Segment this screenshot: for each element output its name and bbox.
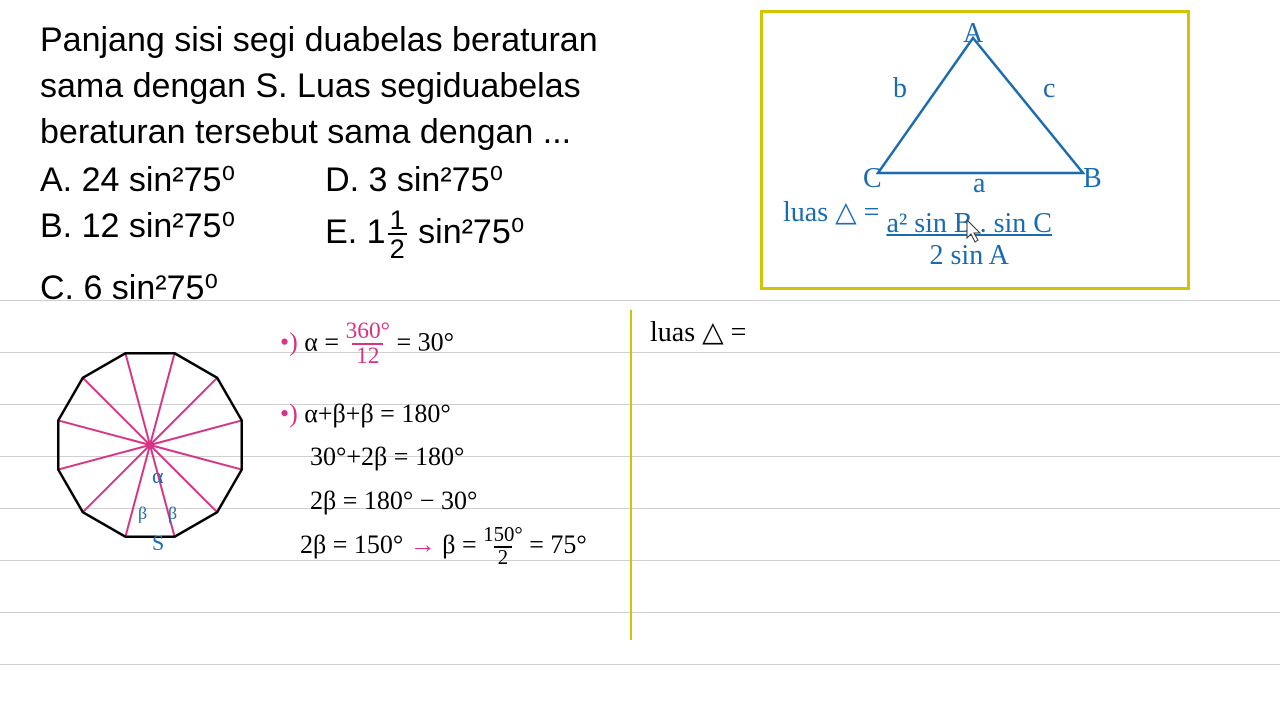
option-c: C. 6 sin²75⁰ bbox=[40, 268, 218, 308]
formula-box: A B C b c a luas △ = a² sin B . sin C 2 … bbox=[760, 10, 1190, 290]
beta-label-1: β bbox=[138, 503, 147, 524]
cursor-icon bbox=[963, 218, 985, 249]
area-formula: luas △ = a² sin B . sin C 2 sin A bbox=[783, 198, 1052, 270]
handwritten-work-alpha-beta: •) α = 360°12 = 30° •) α+β+β = 180° 30°+… bbox=[280, 320, 587, 570]
side-c: c bbox=[1043, 73, 1055, 105]
dodecagon-diagram: α β β S bbox=[40, 335, 280, 575]
dodecagon-svg bbox=[40, 335, 260, 555]
alpha-label: α bbox=[152, 463, 164, 489]
question-line: beraturan tersebut sama dengan ... bbox=[40, 110, 740, 156]
side-a: a bbox=[973, 168, 985, 200]
question-line: Panjang sisi segi duabelas beraturan bbox=[40, 18, 740, 64]
vertex-b: B bbox=[1083, 163, 1102, 195]
s-label: S bbox=[152, 530, 164, 556]
option-b: B. 12 sin²75⁰ bbox=[40, 206, 235, 262]
vertex-a: A bbox=[963, 18, 983, 50]
option-a: A. 24 sin²75⁰ bbox=[40, 160, 235, 200]
handwritten-work-area: luas △ = bbox=[650, 315, 746, 349]
vertex-c: C bbox=[863, 163, 882, 195]
question-text: Panjang sisi segi duabelas beraturan sam… bbox=[40, 18, 740, 156]
answer-options: A. 24 sin²75⁰ D. 3 sin²75⁰ B. 12 sin²75⁰… bbox=[40, 160, 524, 314]
beta-label-2: β bbox=[168, 503, 177, 524]
option-d: D. 3 sin²75⁰ bbox=[325, 160, 503, 200]
vertical-divider bbox=[630, 310, 632, 640]
question-line: sama dengan S. Luas segiduabelas bbox=[40, 64, 740, 110]
side-b: b bbox=[893, 73, 907, 105]
option-e: E. 112 sin²75⁰ bbox=[325, 206, 524, 262]
